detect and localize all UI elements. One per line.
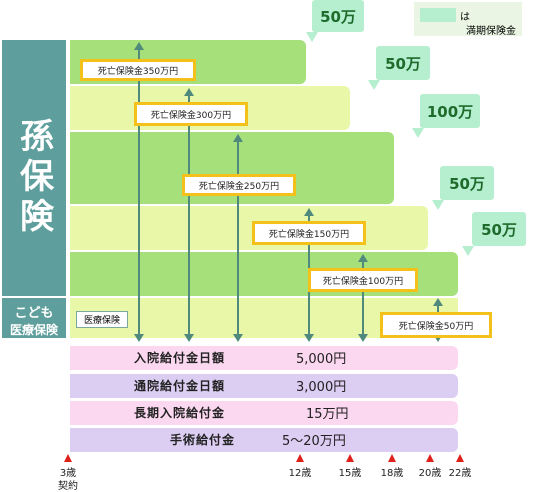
bubble-tail-icon xyxy=(412,128,424,138)
arrow-up-icon xyxy=(433,298,443,306)
arrow-down-icon xyxy=(233,334,243,342)
age-tick-icon xyxy=(64,454,72,462)
benefit-value: 5,000円 xyxy=(296,352,347,367)
arrow-down-icon xyxy=(184,334,194,342)
arrow-up-icon xyxy=(134,42,144,50)
side-label-sub-line1: こども xyxy=(14,306,54,321)
arrow-down-icon xyxy=(433,334,443,342)
bubble-tail-icon xyxy=(306,32,318,42)
medical-label-text: 医療保険 xyxy=(83,316,120,326)
death-benefit-text: 死亡保険金50万円 xyxy=(398,321,474,332)
legend-marker: は xyxy=(460,12,470,23)
legend: は 満期保険金 xyxy=(414,2,522,37)
benefit-row: 通院給付金日額 3,000円 xyxy=(70,374,458,398)
band-4 xyxy=(70,206,428,250)
maturity-bubble: 50万 xyxy=(376,46,430,80)
bubble-tail-icon xyxy=(368,80,380,90)
benefit-label: 通院給付金日額 xyxy=(134,379,226,393)
side-label-sub: こども 医療保険 xyxy=(2,298,66,338)
death-benefit-box: 死亡保険金50万円 xyxy=(380,312,492,338)
death-benefit-box: 死亡保険金250万円 xyxy=(182,174,296,196)
bubble-tail-icon xyxy=(462,246,474,256)
benefit-value: 3,000円 xyxy=(296,380,347,395)
arrow-up-icon xyxy=(184,88,194,96)
arrow-up-icon xyxy=(233,134,243,142)
benefit-row: 入院給付金日額 5,000円 xyxy=(70,346,458,370)
benefit-value: 15万円 xyxy=(306,407,349,422)
line-3 xyxy=(237,142,239,334)
benefit-row: 長期入院給付金 15万円 xyxy=(70,401,458,425)
arrow-down-icon xyxy=(134,334,144,342)
death-benefit-box: 死亡保険金150万円 xyxy=(252,221,366,245)
age-label: 18歳 xyxy=(380,468,404,479)
arrow-up-icon xyxy=(358,254,368,262)
arrow-up-icon xyxy=(304,208,314,216)
bubble-tail-icon xyxy=(432,200,444,210)
death-benefit-box: 死亡保険金300万円 xyxy=(134,102,248,126)
side-label-sub-line2: 医療保険 xyxy=(9,323,58,337)
benefit-row: 手術給付金 5～20万円 xyxy=(70,428,458,452)
death-benefit-text: 死亡保険金100万円 xyxy=(322,276,404,287)
line-2 xyxy=(188,96,190,334)
age-tick-icon xyxy=(346,454,354,462)
maturity-amount: 100万 xyxy=(426,102,474,121)
legend-swatch xyxy=(420,8,456,22)
side-label-main-text: 孫保険 xyxy=(13,118,54,238)
death-benefit-text: 死亡保険金350万円 xyxy=(97,66,179,77)
contract-label: 契約 xyxy=(58,481,78,492)
age-tick-icon xyxy=(456,454,464,462)
benefit-label: 入院給付金日額 xyxy=(134,351,226,365)
age-tick-icon xyxy=(388,454,396,462)
maturity-amount: 50万 xyxy=(449,174,485,193)
death-benefit-text: 死亡保険金150万円 xyxy=(268,229,350,240)
maturity-amount: 50万 xyxy=(481,220,517,239)
age-tick-icon xyxy=(426,454,434,462)
benefit-label: 手術給付金 xyxy=(170,433,236,447)
age-label: 12歳 xyxy=(288,468,312,479)
age-tick-icon xyxy=(296,454,304,462)
side-label-main: 孫保険 xyxy=(2,40,66,296)
death-benefit-box: 死亡保険金100万円 xyxy=(308,268,418,292)
benefit-value: 5～20万円 xyxy=(282,434,346,449)
death-benefit-text: 死亡保険金300万円 xyxy=(150,110,232,121)
medical-label: 医療保険 xyxy=(76,311,128,328)
maturity-bubble: 50万 xyxy=(472,212,526,246)
age-label: 15歳 xyxy=(338,468,362,479)
death-benefit-box: 死亡保険金350万円 xyxy=(80,59,196,81)
maturity-amount: 50万 xyxy=(320,7,356,26)
age-label: 3歳 xyxy=(59,468,77,479)
maturity-amount: 50万 xyxy=(385,54,421,73)
benefit-label: 長期入院給付金 xyxy=(134,406,226,420)
age-label: 22歳 xyxy=(448,468,472,479)
age-label: 20歳 xyxy=(418,468,442,479)
death-benefit-text: 死亡保険金250万円 xyxy=(198,181,280,192)
maturity-bubble: 100万 xyxy=(420,94,480,128)
line-1 xyxy=(138,50,140,334)
maturity-bubble: 50万 xyxy=(312,0,364,32)
arrow-down-icon xyxy=(304,334,314,342)
arrow-down-icon xyxy=(358,334,368,342)
line-5 xyxy=(362,262,364,334)
maturity-bubble: 50万 xyxy=(440,166,494,200)
legend-text: 満期保険金 xyxy=(466,26,516,37)
